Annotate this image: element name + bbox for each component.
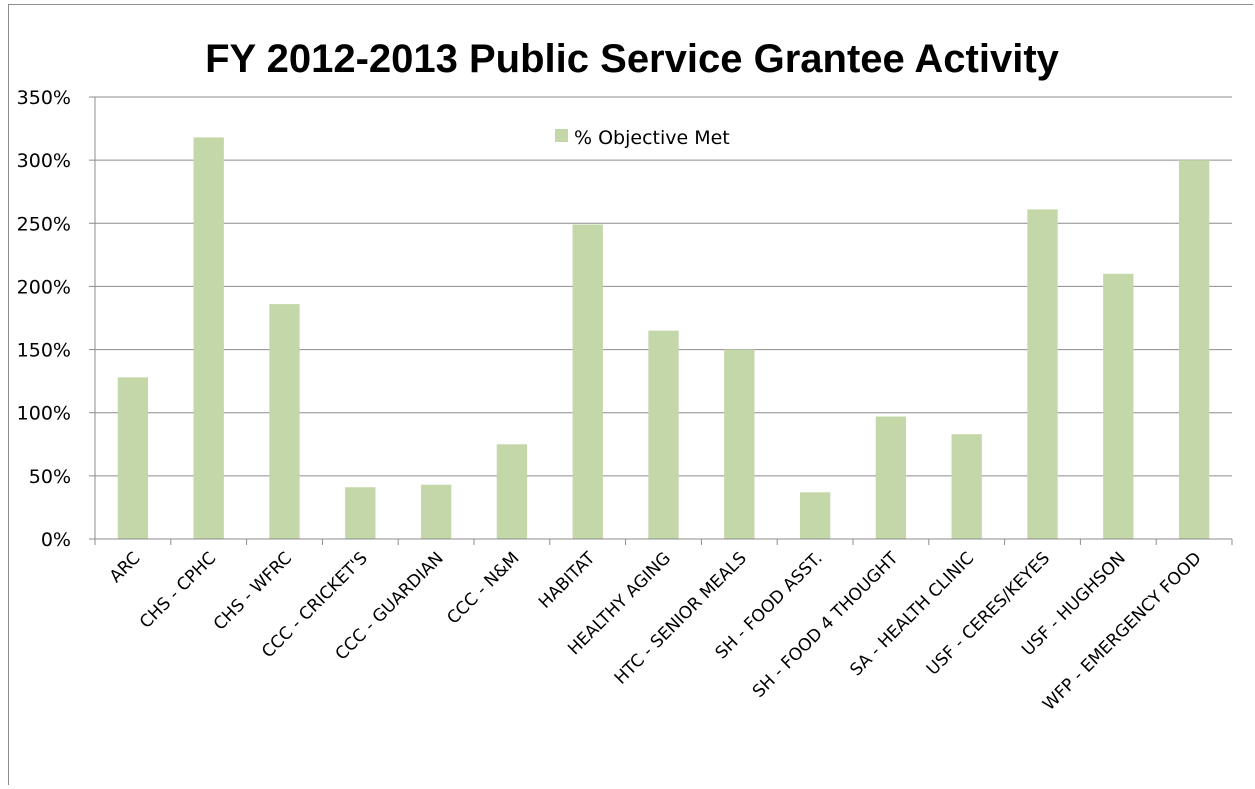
bar	[193, 137, 224, 539]
y-tick-label: 250%	[17, 213, 71, 235]
bar	[572, 224, 603, 539]
x-axis	[94, 97, 1233, 545]
y-axis-ticks: 0% 50% 100% 150% 200% 250% 300% 350%	[17, 87, 95, 551]
x-tick-label: USF - CERES/KEYES	[923, 548, 1054, 679]
x-tick-label: CHS - CPHC	[136, 548, 220, 632]
x-tick-label: WFP - EMERGENCY FOOD	[1039, 548, 1205, 714]
bar	[799, 492, 831, 539]
x-tick-label: HABITAT	[535, 548, 600, 613]
chart-frame	[8, 4, 1253, 785]
y-tick-label: 300%	[17, 150, 71, 172]
chart-title: FY 2012-2013 Public Service Grantee Acti…	[205, 37, 1060, 81]
bar	[269, 304, 300, 539]
bar	[345, 487, 376, 539]
y-tick-label: 50%	[29, 466, 71, 488]
bar	[117, 377, 149, 539]
x-tick-label: CCC - N&M	[443, 548, 523, 628]
legend-swatch	[555, 129, 568, 142]
x-tick-label: SA - HEALTH CLINIC	[846, 548, 978, 680]
y-tick-label: 100%	[17, 403, 71, 425]
bar	[724, 349, 755, 539]
bar	[951, 434, 982, 539]
y-tick-label: 150%	[17, 340, 71, 362]
bar	[1178, 160, 1210, 539]
legend: % Objective Met	[555, 127, 730, 149]
x-tick-label: ARC	[106, 548, 145, 587]
bar	[648, 330, 679, 539]
bar	[496, 444, 528, 539]
legend-label: % Objective Met	[574, 127, 730, 149]
y-tick-label: 200%	[17, 276, 71, 298]
bar	[1103, 273, 1134, 539]
y-tick-label: 350%	[17, 87, 71, 109]
x-tick-label: HTC - SENIOR MEALS	[611, 548, 751, 688]
bar	[1027, 209, 1058, 539]
bar	[875, 416, 907, 539]
x-tick-label: SH - FOOD 4 THOUGHT	[749, 548, 903, 702]
bars	[117, 137, 1210, 539]
y-tick-label: 0%	[41, 529, 71, 551]
bar	[420, 484, 452, 539]
